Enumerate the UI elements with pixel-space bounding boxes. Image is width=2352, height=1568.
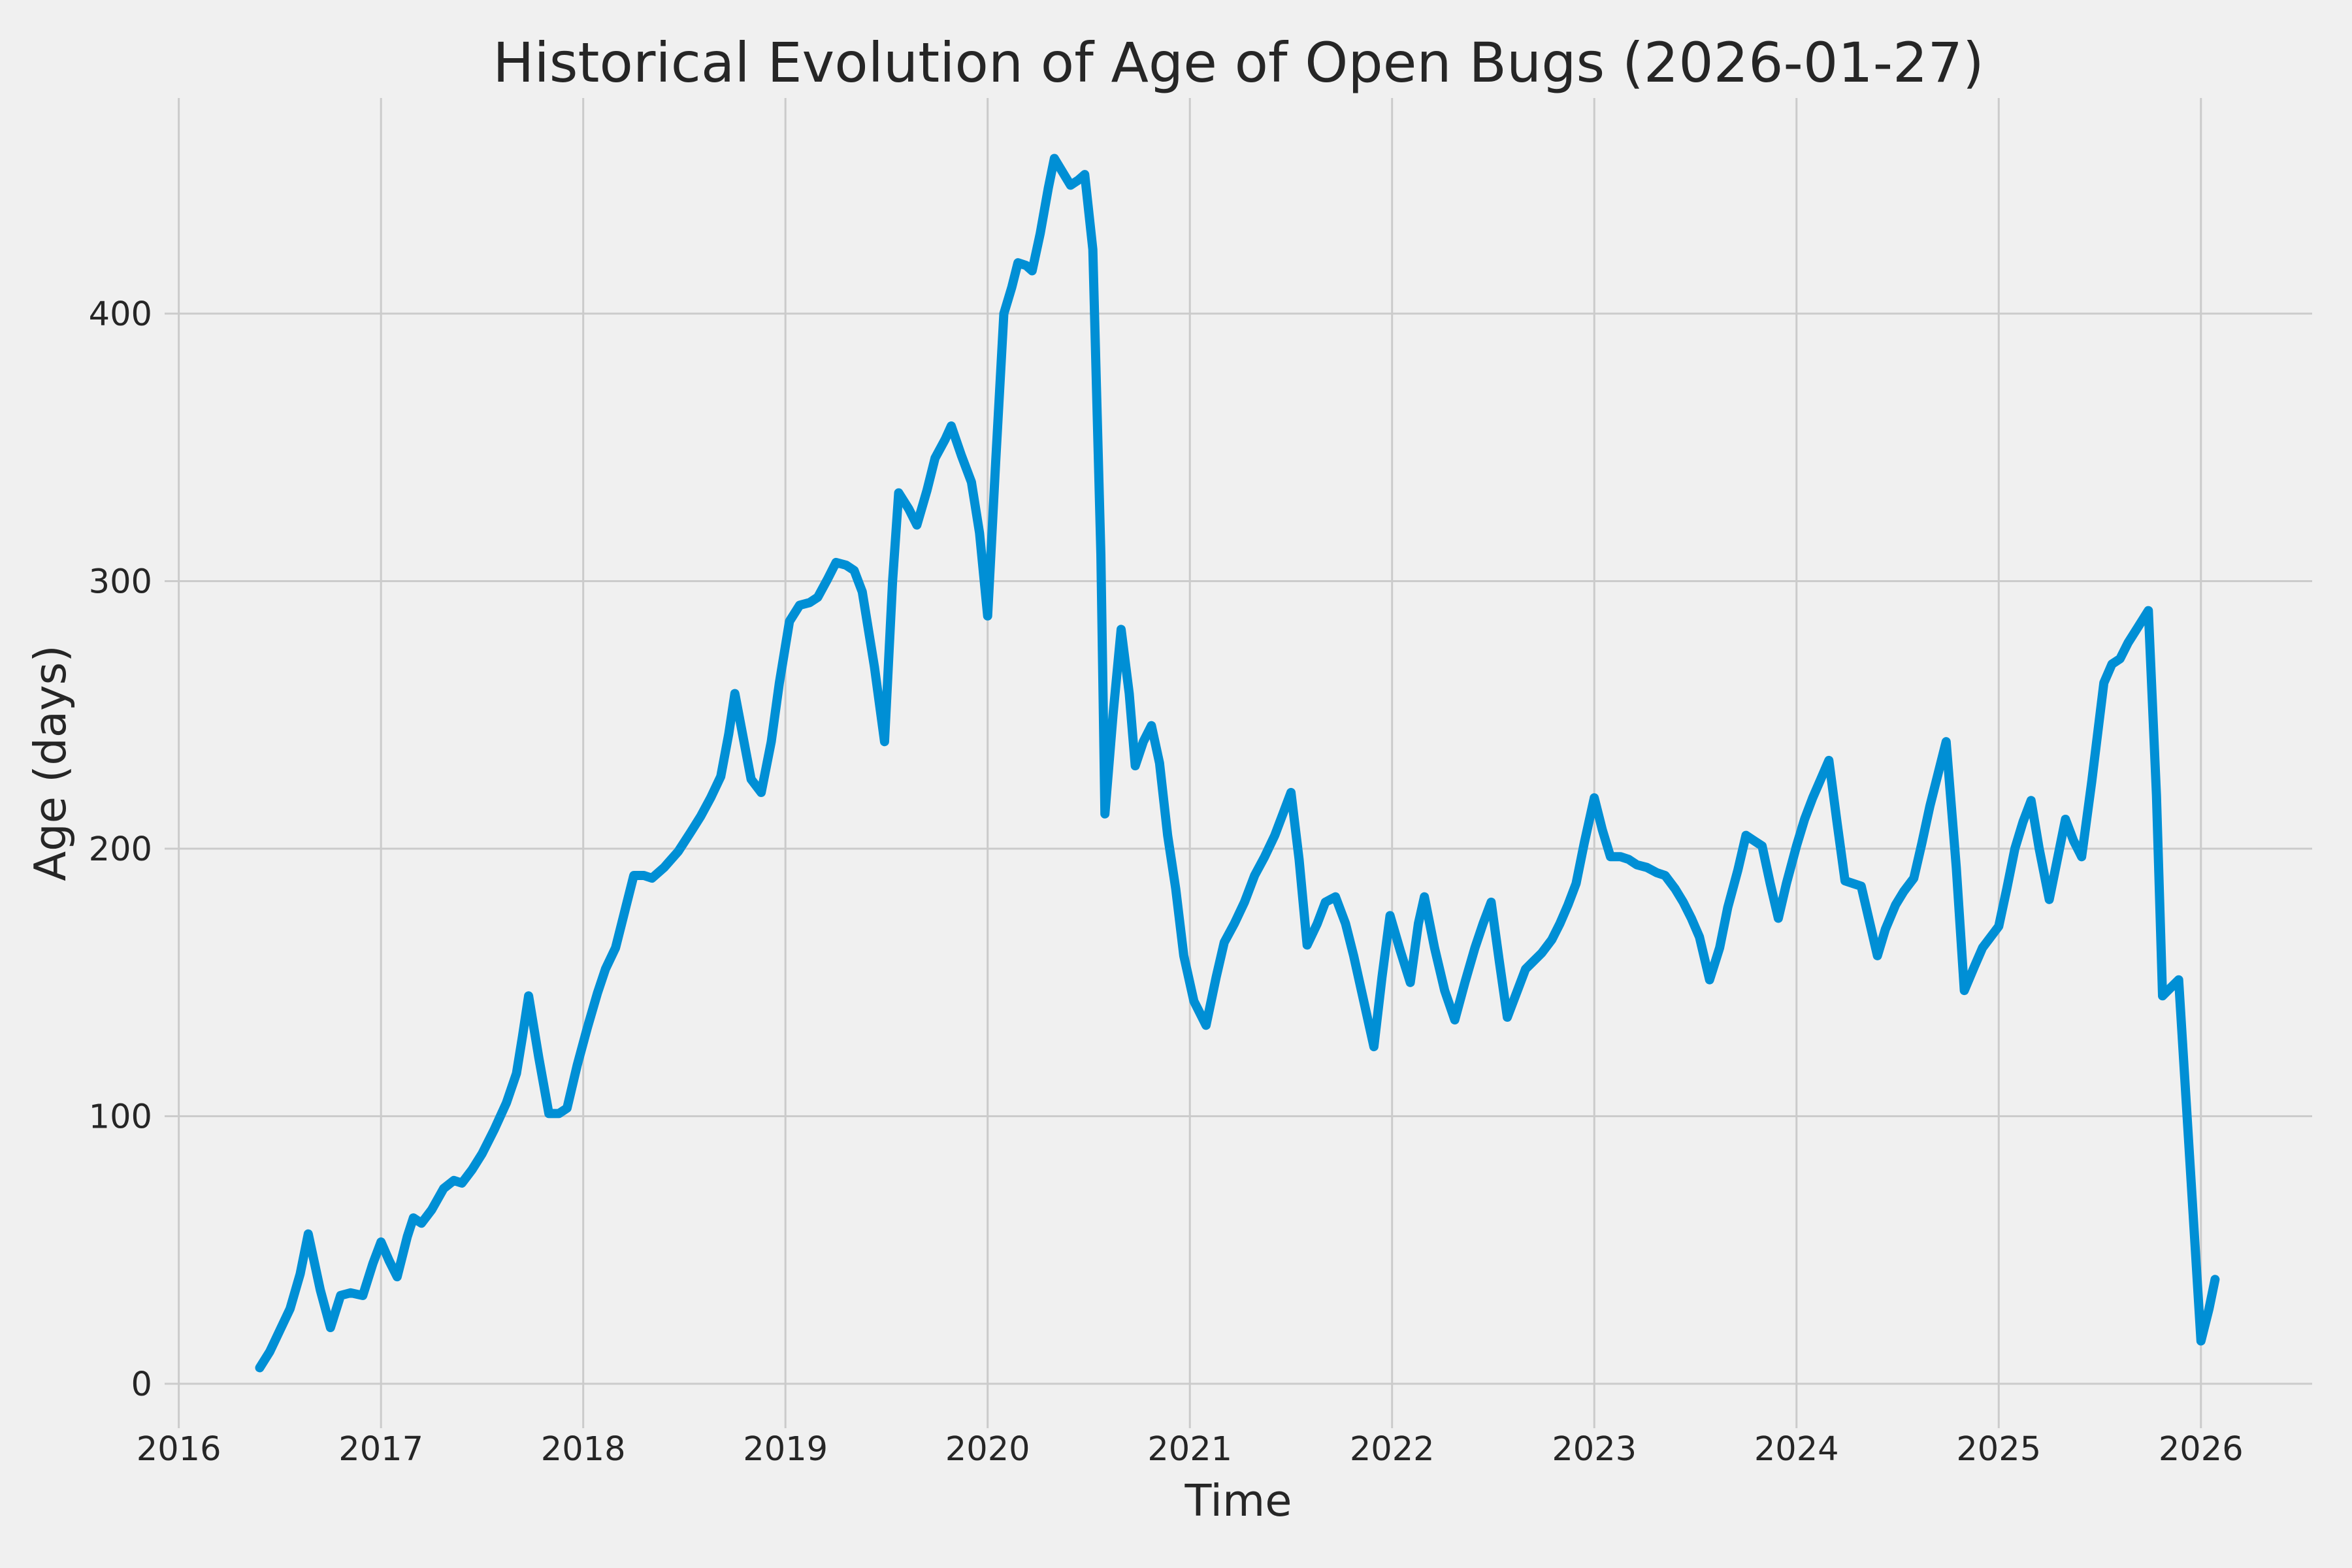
y-tick-label: 200	[89, 830, 152, 869]
x-tick-label: 2023	[1552, 1430, 1637, 1469]
bug-age-line	[255, 154, 2220, 1373]
x-tick-label: 2020	[945, 1430, 1030, 1469]
x-tick-label: 2022	[1350, 1430, 1435, 1469]
chart-title: Historical Evolution of Age of Open Bugs…	[493, 31, 1984, 95]
x-tick-label: 2026	[2159, 1430, 2244, 1469]
x-tick-label: 2017	[338, 1430, 423, 1469]
x-tick-label: 2021	[1147, 1430, 1232, 1469]
y-tick-label: 300	[89, 563, 152, 602]
x-tick-label: 2024	[1754, 1430, 1839, 1469]
y-tick-label: 100	[89, 1098, 152, 1137]
x-tick-label: 2016	[137, 1430, 221, 1469]
y-axis-label: Age (days)	[25, 645, 76, 881]
x-tick-label: 2018	[541, 1430, 626, 1469]
x-axis-label: Time	[1184, 1475, 1292, 1526]
y-tick-label: 0	[131, 1365, 152, 1404]
x-tick-label: 2019	[743, 1430, 828, 1469]
x-tick-label: 2025	[1956, 1430, 2041, 1469]
y-tick-label: 400	[89, 295, 152, 334]
